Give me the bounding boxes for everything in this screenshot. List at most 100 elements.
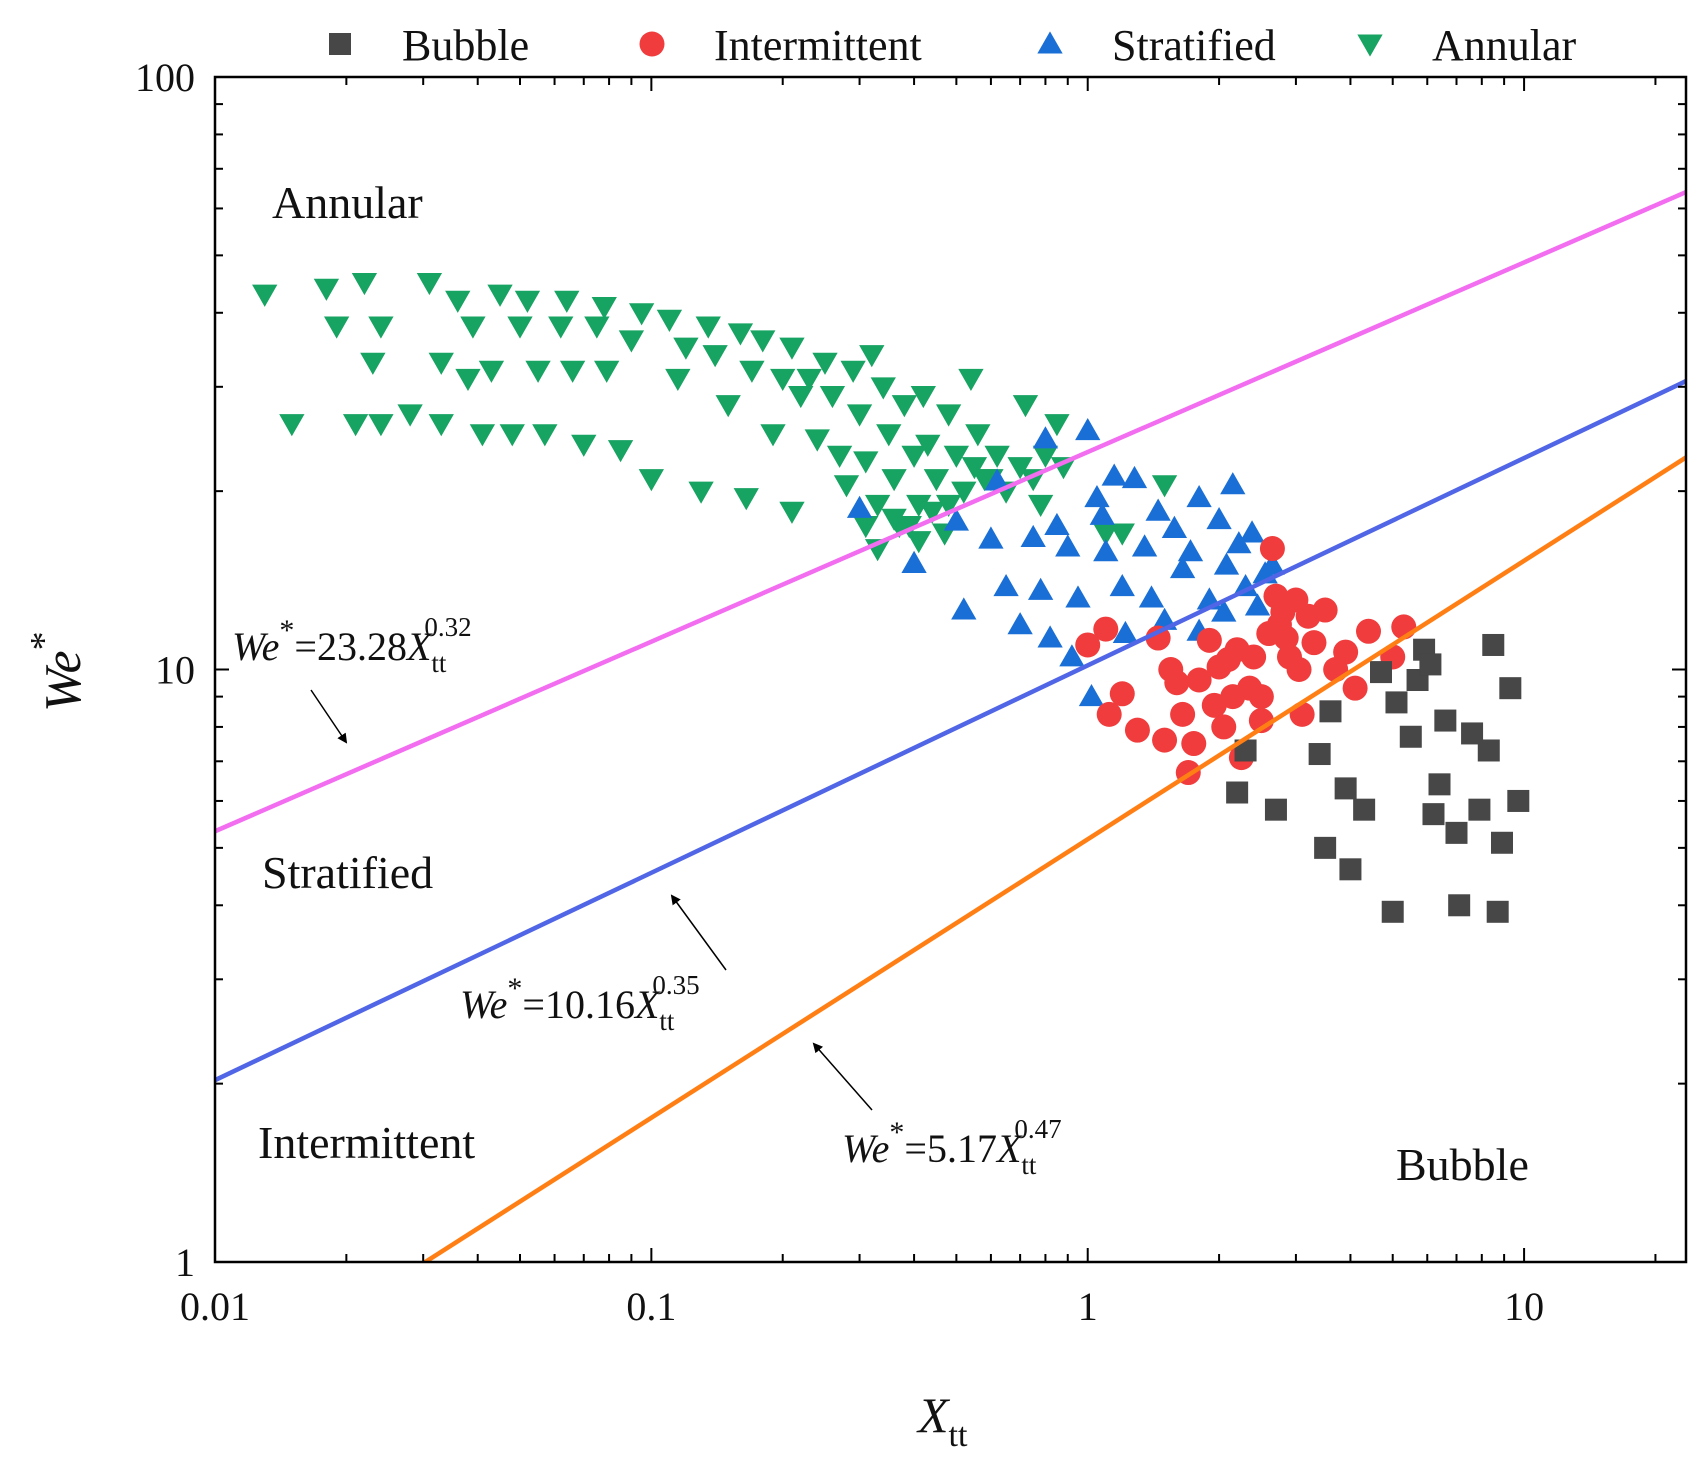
point-intermittent bbox=[1241, 644, 1267, 670]
point-stratified bbox=[1055, 534, 1081, 557]
point-annular bbox=[958, 368, 984, 392]
data-marks bbox=[252, 272, 1530, 923]
point-annular bbox=[702, 345, 728, 368]
point-annular bbox=[455, 368, 481, 392]
point-stratified bbox=[993, 573, 1019, 597]
point-annular bbox=[812, 352, 838, 375]
point-annular bbox=[910, 386, 936, 409]
point-annular bbox=[507, 316, 533, 339]
eq-orange-var: X bbox=[995, 1126, 1023, 1171]
line-blue bbox=[215, 379, 1686, 1083]
point-bubble bbox=[1334, 777, 1357, 800]
point-intermittent bbox=[1355, 618, 1381, 644]
point-annular bbox=[984, 445, 1010, 468]
point-annular bbox=[525, 360, 551, 383]
eq-blue-sub: tt bbox=[659, 1006, 675, 1036]
point-intermittent bbox=[1124, 717, 1150, 743]
point-annular bbox=[915, 434, 941, 457]
point-annular bbox=[935, 494, 962, 517]
point-bubble bbox=[1486, 900, 1509, 923]
region-label-annular: Annular bbox=[272, 177, 423, 228]
point-intermittent bbox=[1093, 616, 1119, 642]
point-annular bbox=[656, 309, 683, 332]
point-intermittent bbox=[1286, 657, 1312, 682]
point-stratified bbox=[978, 526, 1004, 549]
point-annular bbox=[1151, 475, 1178, 498]
point-stratified bbox=[1084, 485, 1110, 508]
x-tick-label: 0.1 bbox=[626, 1284, 676, 1329]
point-annular bbox=[487, 284, 513, 307]
point-annular bbox=[901, 445, 927, 468]
legend-label-bubble: Bubble bbox=[402, 21, 529, 70]
eq-orange-sup: 0.47 bbox=[1014, 1114, 1061, 1144]
point-annular bbox=[628, 303, 655, 326]
point-annular bbox=[864, 494, 891, 517]
region-label-stratified: Stratified bbox=[262, 847, 433, 898]
line-orange bbox=[421, 455, 1686, 1262]
point-annular bbox=[368, 316, 394, 339]
point-bubble bbox=[1381, 900, 1404, 923]
axis-ticks: 0.01 0.1 1 10 1 10 100 bbox=[135, 55, 1686, 1329]
point-bubble bbox=[1434, 709, 1457, 732]
point-annular bbox=[532, 424, 558, 447]
point-annular bbox=[673, 337, 699, 360]
point-annular bbox=[1109, 523, 1135, 546]
point-annular bbox=[961, 457, 988, 480]
point-bubble bbox=[1234, 739, 1257, 762]
point-stratified bbox=[1032, 426, 1059, 449]
point-stratified bbox=[943, 508, 970, 531]
point-annular bbox=[1007, 457, 1033, 480]
point-intermittent bbox=[1342, 675, 1368, 701]
point-intermittent bbox=[1186, 667, 1212, 693]
point-annular bbox=[819, 386, 846, 409]
x-tick-label: 0.01 bbox=[180, 1284, 250, 1329]
legend-marker-bubble bbox=[329, 33, 351, 55]
point-annular bbox=[499, 424, 525, 447]
point-stratified bbox=[1020, 524, 1046, 548]
point-bubble bbox=[1369, 661, 1392, 684]
eq-pink-lhs-sup: * bbox=[279, 614, 294, 647]
point-bubble bbox=[1448, 894, 1471, 917]
point-bubble bbox=[1428, 773, 1451, 796]
point-annular bbox=[906, 531, 932, 554]
point-annular bbox=[833, 475, 860, 498]
point-annular bbox=[779, 337, 805, 360]
point-bubble bbox=[1385, 691, 1408, 714]
point-bubble bbox=[1490, 831, 1513, 854]
point-stratified bbox=[951, 597, 977, 620]
point-bubble bbox=[1339, 858, 1362, 881]
point-bubble bbox=[1353, 798, 1376, 821]
x-axis-title-main: X bbox=[916, 1387, 951, 1443]
point-stratified bbox=[1244, 593, 1271, 616]
legend-label-intermittent: Intermittent bbox=[714, 21, 922, 70]
point-annular bbox=[591, 296, 617, 320]
point-stratified bbox=[1089, 502, 1115, 525]
point-bubble bbox=[1399, 725, 1422, 748]
point-stratified bbox=[1078, 683, 1105, 707]
point-annular bbox=[788, 386, 814, 409]
point-stratified bbox=[1259, 552, 1286, 575]
point-bubble bbox=[1419, 653, 1442, 676]
point-annular bbox=[688, 481, 714, 504]
point-annular bbox=[715, 395, 741, 418]
y-axis-title-main: We bbox=[35, 650, 92, 712]
eq-pink-sub: tt bbox=[431, 648, 447, 678]
point-stratified bbox=[1121, 465, 1148, 489]
point-annular bbox=[859, 345, 885, 368]
y-axis-title: We* bbox=[23, 631, 92, 712]
point-annular bbox=[351, 272, 378, 296]
point-stratified bbox=[1177, 539, 1204, 562]
point-annular bbox=[870, 377, 896, 400]
legend-label-annular: Annular bbox=[1432, 21, 1577, 70]
point-annular bbox=[770, 368, 796, 392]
point-annular bbox=[779, 501, 805, 524]
point-stratified bbox=[846, 495, 873, 518]
point-annular bbox=[342, 414, 369, 437]
eq-blue-var: X bbox=[633, 982, 661, 1027]
y-tick-label: 10 bbox=[155, 648, 195, 693]
point-annular bbox=[1044, 414, 1070, 437]
point-intermittent bbox=[1152, 727, 1178, 753]
point-intermittent bbox=[1248, 684, 1274, 710]
y-axis-title-sup: * bbox=[23, 631, 65, 650]
